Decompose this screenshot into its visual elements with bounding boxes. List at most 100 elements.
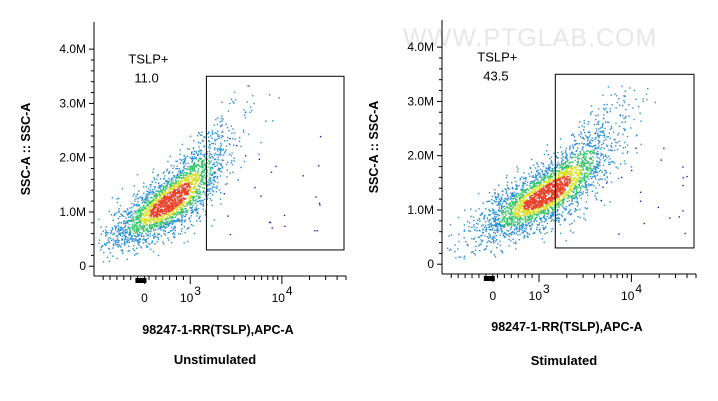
- event-dot: [142, 213, 144, 215]
- event-dot: [179, 233, 182, 235]
- event-dot: [535, 207, 538, 209]
- event-dot: [213, 154, 216, 156]
- event-dot: [597, 139, 600, 141]
- event-dot: [582, 193, 584, 195]
- event-dot: [545, 169, 547, 171]
- event-dot: [527, 236, 529, 239]
- event-dot: [591, 137, 593, 139]
- event-dot: [528, 222, 530, 224]
- event-dot: [105, 235, 107, 237]
- event-dot: [153, 195, 156, 198]
- event-dot: [536, 203, 539, 205]
- event-dot: [222, 148, 224, 151]
- event-dot: [171, 213, 173, 215]
- event-dot: [530, 196, 532, 198]
- event-dot: [522, 177, 525, 180]
- event-dot: [202, 177, 204, 179]
- event-dot: [492, 240, 495, 243]
- event-dot: [584, 162, 586, 164]
- event-dot: [521, 223, 523, 225]
- event-dot: [510, 210, 513, 212]
- event-dot: [160, 221, 162, 224]
- event-dot: [211, 166, 214, 169]
- event-dot: [590, 157, 593, 160]
- event-dot: [140, 225, 142, 228]
- event-dot: [141, 196, 143, 198]
- event-dot: [509, 207, 511, 210]
- event-dot: [120, 249, 123, 251]
- event-dot: [160, 189, 162, 192]
- event-dot: [594, 168, 597, 170]
- event-dot: [171, 198, 173, 200]
- event-dot: [488, 226, 490, 229]
- event-dot: [551, 169, 553, 171]
- event-dot: [160, 196, 162, 198]
- event-dot: [514, 220, 516, 223]
- event-dot: [120, 227, 123, 229]
- event-dot: [189, 220, 191, 222]
- event-dot: [225, 149, 227, 151]
- event-dot: [183, 180, 186, 182]
- event-dot: [163, 204, 165, 206]
- event-dot: [566, 182, 568, 184]
- event-dot: [167, 205, 170, 207]
- event-dot: [128, 249, 131, 252]
- event-dot: [506, 195, 509, 197]
- event-dot: [194, 179, 196, 181]
- scatter-events: [446, 85, 688, 260]
- event-dot: [569, 148, 571, 150]
- event-dot: [636, 134, 638, 136]
- event-dot: [145, 196, 147, 198]
- event-dot: [146, 197, 148, 199]
- y-tick-label: 0: [79, 259, 86, 273]
- event-dot: [588, 142, 590, 145]
- event-dot: [569, 175, 571, 177]
- event-dot: [553, 208, 555, 211]
- event-dot: [135, 215, 138, 218]
- event-dot: [196, 190, 198, 193]
- event-dot: [624, 117, 626, 119]
- event-dot: [153, 225, 155, 228]
- event-dot: [210, 181, 212, 183]
- event-dot: [136, 221, 139, 224]
- event-dot: [589, 163, 592, 165]
- event-dot: [570, 186, 572, 188]
- event-dot: [601, 124, 604, 126]
- event-dot: [478, 208, 480, 210]
- event-dot: [144, 202, 146, 204]
- event-dot: [196, 211, 198, 213]
- event-dot: [505, 214, 507, 216]
- event-dot: [546, 188, 549, 191]
- event-dot: [164, 209, 166, 212]
- event-dot: [494, 192, 496, 194]
- event-dot: [112, 244, 115, 247]
- event-dot: [120, 221, 122, 224]
- event-dot: [200, 166, 202, 168]
- event-dot: [515, 248, 517, 250]
- event-dot: [489, 218, 491, 221]
- event-dot: [173, 211, 175, 214]
- event-dot: [175, 220, 178, 222]
- event-dot: [174, 190, 176, 192]
- event-dot: [515, 232, 517, 234]
- event-dot: [577, 175, 580, 178]
- event-dot: [115, 227, 117, 230]
- event-dot: [175, 192, 178, 194]
- event-dot: [545, 212, 547, 214]
- event-dot: [210, 187, 212, 190]
- event-dot: [587, 137, 589, 139]
- event-dot: [180, 224, 183, 226]
- event-dot: [165, 204, 167, 206]
- event-dot: [134, 223, 136, 225]
- event-dot: [182, 176, 185, 178]
- event-dot: [130, 210, 132, 212]
- event-dot: [161, 197, 163, 199]
- event-dot: [175, 182, 177, 184]
- event-dot: [589, 142, 591, 144]
- event-dot: [168, 187, 170, 190]
- event-dot: [563, 186, 565, 188]
- event-dot: [137, 205, 139, 207]
- event-dot: [198, 164, 200, 167]
- event-dot: [557, 213, 560, 216]
- event-dot: [560, 214, 563, 216]
